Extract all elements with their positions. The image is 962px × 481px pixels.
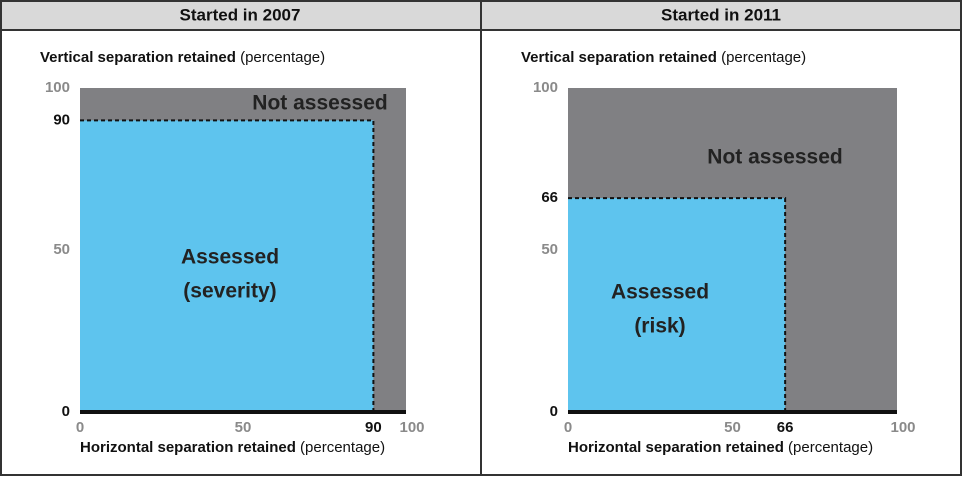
region-label: (risk) xyxy=(634,315,685,338)
y-axis-label-unit: (percentage) xyxy=(236,49,325,66)
y-marker-label: 66 xyxy=(541,189,558,206)
region-label: Not assessed xyxy=(707,146,842,169)
x-axis-label-main: Horizontal separation retained xyxy=(80,439,296,456)
y-tick-label: 0 xyxy=(62,403,70,420)
region-label: Assessed xyxy=(611,281,709,304)
panel-title: Started in 2011 xyxy=(661,5,781,24)
y-tick-label: 50 xyxy=(53,241,70,258)
y-tick-label: 100 xyxy=(533,79,558,96)
x-axis-label: Horizontal separation retained (percenta… xyxy=(568,439,873,456)
y-axis-label-main: Vertical separation retained xyxy=(521,49,717,66)
x-marker-label: 66 xyxy=(777,419,794,436)
x-marker-label: 90 xyxy=(365,419,382,436)
region-label: (severity) xyxy=(183,280,276,303)
x-tick-label: 100 xyxy=(399,419,424,436)
region-label: Not assessed xyxy=(252,92,387,115)
x-axis-label-unit: (percentage) xyxy=(784,439,873,456)
x-tick-label: 100 xyxy=(890,419,915,436)
region xyxy=(568,198,786,412)
y-axis-label: Vertical separation retained (percentage… xyxy=(40,49,325,66)
x-tick-label: 0 xyxy=(564,419,572,436)
y-axis-label-unit: (percentage) xyxy=(717,49,806,66)
x-axis-label-unit: (percentage) xyxy=(296,439,385,456)
region-outline xyxy=(568,197,787,412)
panel-title: Started in 2007 xyxy=(180,5,301,24)
y-axis-label: Vertical separation retained (percentage… xyxy=(521,49,806,66)
x-axis-label-main: Horizontal separation retained xyxy=(568,439,784,456)
x-tick-label: 0 xyxy=(76,419,84,436)
y-marker-label: 90 xyxy=(53,111,70,128)
x-tick-label: 50 xyxy=(235,419,252,436)
x-axis-label: Horizontal separation retained (percenta… xyxy=(80,439,385,456)
y-tick-label: 0 xyxy=(550,403,558,420)
region-label: Assessed xyxy=(181,246,279,269)
y-tick-label: 100 xyxy=(45,79,70,96)
x-tick-label: 50 xyxy=(724,419,741,436)
region xyxy=(80,120,374,413)
y-tick-label: 50 xyxy=(541,241,558,258)
y-axis-label-main: Vertical separation retained xyxy=(40,49,236,66)
